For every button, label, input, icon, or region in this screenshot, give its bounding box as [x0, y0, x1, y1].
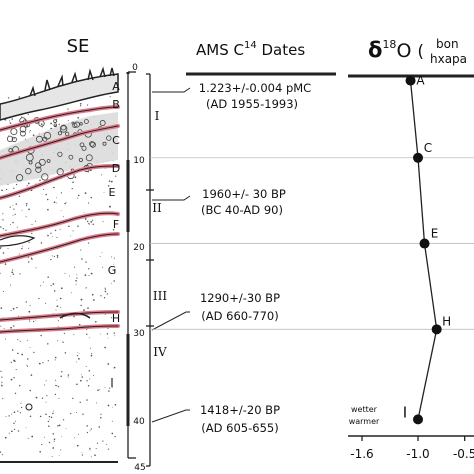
depth-tick-0: 0 — [132, 63, 138, 73]
layer-label-d: D — [112, 162, 120, 175]
layer-label-h: H — [112, 312, 120, 325]
depth-tick-30: 30 — [133, 329, 145, 339]
data-point-label-a: A — [416, 74, 425, 88]
layer-label-e: E — [109, 186, 116, 199]
dark-lens — [59, 312, 91, 319]
dates-heading: AMS C14 Dates — [196, 40, 305, 59]
x-tick-label: -0.5 — [453, 447, 474, 461]
date-leader-1 — [152, 87, 191, 93]
unit-label-iv: IV — [153, 345, 167, 359]
x-tick-label: -1.6 — [350, 447, 373, 461]
date-entry-3-line1: 1290+/-30 BP — [200, 291, 280, 305]
data-point-label-i: I — [403, 403, 407, 421]
data-point-i — [413, 414, 423, 425]
unit-label-iii: III — [153, 289, 167, 303]
depth-tick-45: 45 — [134, 463, 145, 473]
data-point-e — [419, 238, 430, 249]
annotation-warmer: warmer — [349, 417, 380, 426]
date-entry-1-line2: (AD 1955-1993) — [206, 97, 298, 111]
series-line — [409, 80, 438, 420]
data-point-a — [405, 75, 416, 86]
surface-vegetation — [29, 66, 115, 97]
section-heading: SE — [67, 36, 90, 57]
layer-label-f: F — [113, 218, 119, 231]
layer-label-a: A — [112, 80, 120, 93]
layer-label-i: I — [110, 376, 113, 389]
depth-tick-40: 40 — [133, 417, 145, 427]
layer-label-c: C — [112, 134, 120, 147]
date-entry-3-line2: (AD 660-770) — [201, 309, 278, 323]
unit-label-ii: II — [152, 201, 162, 215]
date-entry-2-line2: (BC 40-AD 90) — [201, 203, 283, 217]
unit-bracket: I II III IV — [146, 73, 167, 467]
stratigraphic-section — [0, 66, 120, 463]
data-point-h — [431, 324, 442, 335]
surface-topsoil — [0, 73, 119, 121]
data-point-c — [413, 152, 423, 163]
layer-label-g: G — [108, 264, 117, 277]
date-leader-4 — [151, 409, 190, 423]
isotope-heading-word1: bon — [436, 37, 459, 51]
layer-letter-labels: A B C D E F G H I — [108, 80, 121, 389]
date-entry-1-line1: 1.223+/-0.004 pMC — [199, 81, 311, 95]
date-entry-4-line1: 1418+/-20 BP — [200, 403, 280, 417]
data-point-label-c: C — [424, 141, 432, 155]
data-point-label-h: H — [442, 314, 451, 328]
date-leader-2 — [152, 195, 191, 201]
unit-label-i: I — [155, 109, 160, 123]
small-object — [25, 403, 33, 411]
dates-column: AMS C14 Dates 1.223+/-0.004 pMC (AD 1955… — [151, 40, 336, 435]
depth-tick-20: 20 — [133, 243, 145, 253]
isotope-chart: δ18O( bon hxapa -1.6 -1.0 -0.5 A C E H I wette… — [150, 37, 474, 461]
annotation-wetter: wetter — [351, 405, 378, 414]
isotope-heading: δ18O( — [368, 38, 424, 62]
depth-scale: 0 10 20 30 40 45 — [126, 63, 146, 473]
depth-tick-10: 10 — [133, 156, 145, 166]
date-entry-4-line2: (AD 605-655) — [201, 421, 278, 435]
isotope-heading-word2: hxapa — [430, 52, 467, 66]
x-tick-label: -1.0 — [406, 447, 429, 461]
layer-label-b: B — [112, 98, 120, 111]
date-entry-2-line1: 1960+/- 30 BP — [202, 187, 286, 201]
date-leader-3 — [151, 311, 190, 331]
data-point-label-e: E — [431, 227, 439, 241]
lens-feature — [0, 235, 36, 247]
